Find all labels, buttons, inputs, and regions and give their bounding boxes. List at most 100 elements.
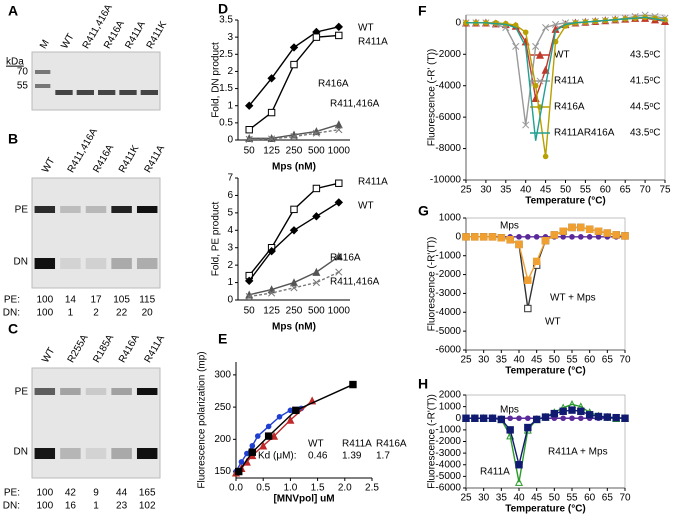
legend-name: R411A bbox=[342, 439, 372, 450]
y-tick-label: 0 bbox=[455, 413, 461, 424]
kda-label: kDa bbox=[6, 57, 24, 68]
marker bbox=[245, 292, 253, 301]
y-tick-label: 3 bbox=[227, 32, 233, 43]
gel-band bbox=[60, 388, 81, 395]
quant-value: 1 bbox=[93, 501, 99, 512]
lane-label: R411K bbox=[117, 143, 142, 175]
marker bbox=[290, 60, 298, 69]
gel-band bbox=[85, 448, 107, 459]
marker bbox=[287, 407, 294, 414]
kd-value: 1.39 bbox=[342, 451, 362, 462]
y-tick-label: -5000 bbox=[435, 326, 461, 337]
panel-letter: H bbox=[418, 376, 428, 392]
y-tick-label: 200 bbox=[214, 434, 231, 445]
marker bbox=[286, 415, 295, 424]
y-tick-label: 3.5 bbox=[219, 15, 233, 26]
x-tick-label: 25 bbox=[460, 185, 472, 196]
legend-name: R416A bbox=[554, 102, 585, 113]
marker bbox=[542, 24, 550, 32]
marker bbox=[524, 304, 532, 313]
y-tick-label: 2.5 bbox=[219, 49, 233, 60]
series-label: WT bbox=[358, 23, 374, 34]
marker bbox=[497, 415, 506, 424]
quant-value: 100 bbox=[36, 308, 53, 319]
lane-label: R255A bbox=[66, 333, 91, 365]
band-label: PE bbox=[15, 205, 29, 216]
series-label: WT bbox=[358, 201, 374, 212]
series-label: Mps bbox=[500, 221, 519, 232]
protein-band bbox=[76, 90, 94, 95]
x-tick-label: 65 bbox=[602, 355, 614, 366]
marker bbox=[585, 225, 594, 234]
y-tick-label: 1.5 bbox=[219, 83, 233, 94]
panel-letter: A bbox=[8, 3, 18, 19]
x-tick-label: 30 bbox=[480, 185, 492, 196]
x-tick-label: 60 bbox=[600, 185, 612, 196]
marker bbox=[264, 432, 273, 440]
marker bbox=[594, 227, 603, 235]
gel-band bbox=[85, 258, 107, 269]
marker bbox=[312, 33, 321, 41]
y-tick-label: -8000 bbox=[435, 143, 461, 154]
x-tick-label: 70 bbox=[619, 355, 631, 366]
y-tick-label: -10000 bbox=[430, 175, 462, 186]
y-tick-label: -6000 bbox=[435, 112, 461, 123]
row-label: DN: bbox=[3, 501, 20, 512]
x-tick-label: 45 bbox=[531, 355, 543, 366]
y-tick-label: 2 bbox=[227, 66, 233, 77]
gel-band bbox=[34, 206, 56, 213]
plot-frame bbox=[465, 217, 626, 351]
y-tick-label: 5 bbox=[227, 207, 233, 218]
marker-label: 55 bbox=[17, 81, 29, 92]
marker bbox=[267, 74, 276, 83]
marker bbox=[488, 233, 497, 241]
x-tick-label: 70 bbox=[619, 493, 631, 504]
x-axis-label: Mps (nM) bbox=[272, 322, 316, 333]
y-tick-label: 2000 bbox=[439, 390, 462, 401]
x-tick-label: 35 bbox=[496, 493, 508, 504]
quant-value: 165 bbox=[139, 488, 156, 499]
marker bbox=[541, 236, 550, 245]
quant-value: 2 bbox=[93, 308, 99, 319]
quant-value: 23 bbox=[116, 501, 128, 512]
band-label: DN bbox=[14, 257, 28, 268]
quant-value: 14 bbox=[65, 295, 77, 306]
marker bbox=[268, 135, 276, 143]
marker bbox=[586, 234, 593, 240]
lane-label: WT bbox=[59, 32, 76, 51]
lane-label: R411K bbox=[145, 19, 170, 51]
x-tick-label: 35 bbox=[500, 185, 512, 196]
x-tick-label: 50 bbox=[560, 185, 572, 196]
marker bbox=[569, 415, 575, 422]
y-tick-label: -6000 bbox=[435, 483, 461, 494]
marker bbox=[479, 414, 488, 422]
marker bbox=[254, 433, 261, 439]
marker bbox=[515, 461, 523, 469]
y-tick-label: 0 bbox=[455, 17, 461, 28]
marker bbox=[334, 252, 343, 261]
x-tick-label: 40 bbox=[513, 493, 525, 504]
gel-band bbox=[136, 448, 158, 459]
marker bbox=[312, 184, 321, 193]
x-tick-label: 50 bbox=[244, 146, 256, 157]
y-tick-label: -3000 bbox=[435, 448, 461, 459]
x-tick-label: 125 bbox=[263, 306, 280, 317]
panel-letter: E bbox=[218, 331, 227, 347]
lane-label: WT bbox=[40, 346, 57, 365]
y-tick-label: -2000 bbox=[435, 436, 461, 447]
marker bbox=[522, 29, 529, 36]
marker bbox=[244, 450, 250, 457]
series-line bbox=[466, 16, 666, 141]
marker bbox=[267, 108, 276, 117]
marker bbox=[662, 16, 668, 23]
x-tick-label: 65 bbox=[620, 185, 632, 196]
y-tick-label: 0.5 bbox=[219, 117, 233, 128]
x-axis-label: Temperature (°C) bbox=[505, 366, 586, 377]
x-axis-label: Temperature (°C) bbox=[505, 504, 586, 515]
marker bbox=[507, 415, 513, 422]
x-tick-label: 500 bbox=[308, 146, 325, 157]
x-tick-label: 30 bbox=[478, 493, 490, 504]
quant-value: 102 bbox=[139, 501, 156, 512]
x-axis-label: [MNVpol] uM bbox=[273, 494, 334, 505]
y-tick-label: -3000 bbox=[435, 288, 461, 299]
